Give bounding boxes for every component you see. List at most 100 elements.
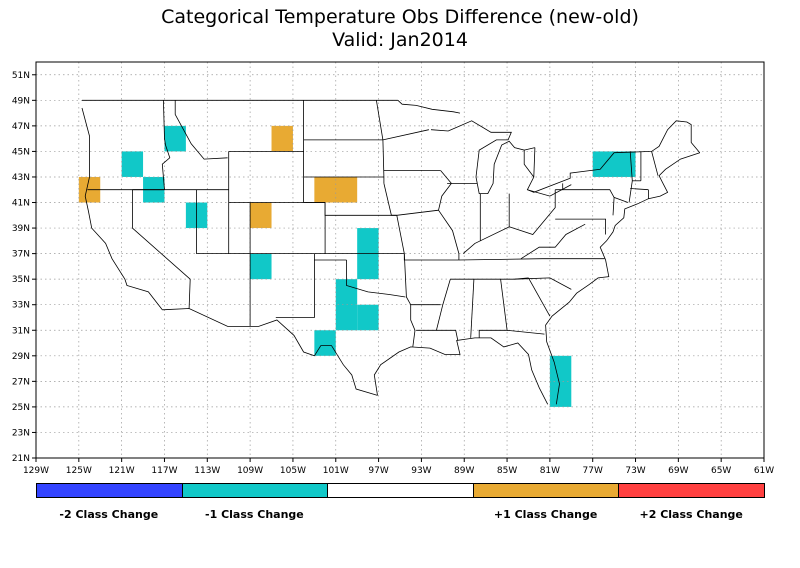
boundary-line xyxy=(630,188,649,191)
lat-tick-label: 37N xyxy=(12,250,30,260)
boundary-line xyxy=(555,218,606,235)
cell-minus1 xyxy=(592,151,636,177)
boundary-line xyxy=(416,279,451,331)
lat-tick-label: 33N xyxy=(12,301,30,311)
cell-plus1 xyxy=(271,125,293,152)
lon-tick-label: 97W xyxy=(368,466,388,476)
boundary-line xyxy=(562,189,629,203)
cell-minus1 xyxy=(314,330,336,356)
boundary-line xyxy=(470,279,475,338)
lat-tick-label: 45N xyxy=(12,147,30,157)
lon-tick-label: 117W xyxy=(151,466,177,476)
legend-label: -2 Class Change xyxy=(59,508,159,521)
boundary-line xyxy=(196,189,251,254)
lon-tick-label: 85W xyxy=(497,466,517,476)
boundary-line xyxy=(527,184,572,197)
boundary-line xyxy=(430,120,535,194)
legend-label: +2 Class Change xyxy=(639,508,743,521)
boundary-line xyxy=(612,197,615,216)
legend-label: -1 Class Change xyxy=(205,508,304,521)
lat-tick-label: 41N xyxy=(12,199,30,209)
anomaly-cells-layer xyxy=(78,125,636,407)
lon-tick-label: 121W xyxy=(109,466,135,476)
boundary-line xyxy=(373,337,549,405)
boundary-line xyxy=(462,193,481,254)
cell-minus1 xyxy=(121,151,144,177)
map-frame xyxy=(35,61,765,459)
cell-minus1 xyxy=(250,253,272,280)
boundary-line xyxy=(162,308,378,396)
boundary-line xyxy=(174,100,228,160)
lat-tick-label: 21N xyxy=(12,454,30,464)
lon-tick-label: 113W xyxy=(194,466,220,476)
boundary-line xyxy=(438,209,460,260)
lat-tick-label: 29N xyxy=(12,352,30,362)
lat-tick-label: 23N xyxy=(12,428,30,438)
boundary-line xyxy=(346,260,406,298)
cell-plus1 xyxy=(250,202,272,229)
cell-minus1 xyxy=(164,125,186,152)
legend-color-box xyxy=(472,483,620,498)
boundary-line xyxy=(382,129,429,141)
legend-color-box xyxy=(181,483,329,498)
boundary-line xyxy=(524,147,535,151)
boundary-line xyxy=(81,107,163,311)
boundary-line xyxy=(396,215,459,261)
boundary-line xyxy=(480,193,510,242)
legend-color-box xyxy=(618,483,765,498)
boundary-line xyxy=(376,100,385,184)
lat-tick-label: 25N xyxy=(12,403,30,413)
cell-minus1 xyxy=(549,355,572,407)
axis-ticks: 129W 125W 121W 117W 113W 109W 105W 101W 97W 93W 89… xyxy=(12,71,774,476)
lon-tick-label: 77W xyxy=(583,466,603,476)
lon-tick-label: 65W xyxy=(711,466,731,476)
state-borders xyxy=(81,99,701,405)
lon-tick-label: 61W xyxy=(754,466,774,476)
boundary-line xyxy=(303,202,397,216)
lat-tick-label: 35N xyxy=(12,275,30,285)
boundary-line xyxy=(514,277,572,290)
lat-tick-label: 51N xyxy=(12,71,30,81)
lat-tick-label: 27N xyxy=(12,377,30,387)
boundary-line xyxy=(383,183,397,216)
lon-tick-label: 89W xyxy=(454,466,474,476)
boundary-line xyxy=(509,189,556,235)
boundary-line xyxy=(458,258,605,261)
boundary-line xyxy=(396,170,452,216)
lat-tick-label: 49N xyxy=(12,96,30,106)
lat-tick-label: 31N xyxy=(12,326,30,336)
lon-tick-label: 69W xyxy=(668,466,688,476)
boundary-line xyxy=(478,279,508,338)
boundary-line xyxy=(545,152,700,405)
lon-tick-label: 101W xyxy=(323,466,349,476)
lat-lon-grid xyxy=(36,62,764,458)
boundary-line xyxy=(132,189,191,309)
lon-tick-label: 129W xyxy=(23,466,49,476)
boundary-line xyxy=(436,329,459,341)
boundary-line xyxy=(275,253,315,318)
lon-tick-label: 125W xyxy=(66,466,92,476)
lon-tick-label: 93W xyxy=(411,466,431,476)
lon-tick-label: 105W xyxy=(280,466,306,476)
boundary-line xyxy=(161,100,171,190)
lon-tick-label: 109W xyxy=(237,466,263,476)
boundary-line xyxy=(397,100,461,114)
cell-minus1 xyxy=(357,304,379,331)
boundary-line xyxy=(555,183,564,191)
boundary-line xyxy=(403,253,416,347)
cell-plus1 xyxy=(314,176,358,203)
cell-minus1 xyxy=(335,279,358,331)
lat-tick-label: 47N xyxy=(12,122,30,132)
boundary-line xyxy=(651,151,659,176)
valid-date-subtitle: Valid: Jan2014 xyxy=(332,29,468,51)
legend-color-box xyxy=(327,483,474,498)
lon-tick-label: 81W xyxy=(540,466,560,476)
lat-tick-label: 43N xyxy=(12,173,30,183)
legend-color-box xyxy=(36,483,183,498)
lon-tick-label: 73W xyxy=(625,466,645,476)
boundary-line xyxy=(520,223,586,260)
boundary-line xyxy=(528,277,551,317)
legend-label: +1 Class Change xyxy=(493,508,598,521)
chart-title: Categorical Temperature Obs Difference (… xyxy=(161,6,639,28)
